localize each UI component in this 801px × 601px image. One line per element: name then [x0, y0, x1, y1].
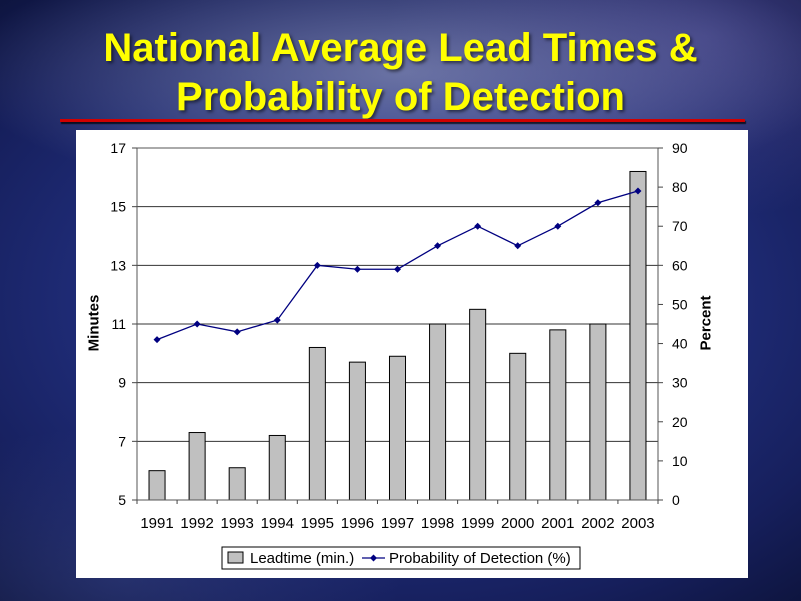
bar-leadtime-1998 — [429, 323, 447, 501]
x-tick-label: 1992 — [180, 515, 213, 532]
marker-probability-1992 — [193, 320, 201, 328]
marker-probability-1998 — [434, 242, 442, 250]
bar-series-leadtime — [148, 170, 647, 501]
y-tick-label-left: 15 — [110, 199, 126, 215]
marker-probability-1999 — [474, 222, 482, 230]
y-tick-label-right: 10 — [672, 453, 688, 469]
y-tick-label-left: 9 — [118, 375, 126, 391]
x-tick-label: 1993 — [221, 515, 254, 532]
x-tick-label: 1996 — [341, 515, 374, 532]
marker-probability-1991 — [153, 336, 161, 344]
y-tick-label-right: 40 — [672, 336, 688, 352]
marker-probability-2003 — [634, 187, 642, 195]
x-tick-label: 1994 — [261, 515, 294, 532]
axes: 5 7 9 11 13 15 17 0 10 20 30 40 50 60 70 80 90 1991 1992 19… — [110, 140, 687, 532]
bar-leadtime-1999 — [469, 308, 487, 501]
y-tick-label-right: 70 — [672, 218, 688, 234]
y-tick-label-right: 50 — [672, 296, 688, 312]
bar-leadtime-1996 — [348, 361, 366, 501]
bar-leadtime-2001 — [549, 329, 567, 501]
y-tick-label-left: 11 — [111, 316, 126, 332]
marker-probability-1993 — [233, 328, 241, 336]
marker-probability-1996 — [353, 265, 361, 273]
bar-leadtime-1991 — [148, 470, 166, 501]
x-tick-label: 1995 — [301, 515, 334, 532]
x-tick-label: 1997 — [381, 515, 414, 532]
legend-label-leadtime: Leadtime (min.) — [250, 550, 354, 567]
bar-leadtime-2002 — [589, 323, 607, 501]
y-tick-label-right: 90 — [672, 140, 688, 156]
bar-leadtime-2000 — [509, 352, 527, 501]
bar-leadtime-1994 — [268, 434, 286, 501]
marker-probability-1994 — [273, 316, 281, 324]
y-tick-label-left: 17 — [110, 140, 126, 156]
x-tick-label: 2000 — [501, 515, 534, 532]
y-tick-label-right: 30 — [672, 375, 688, 391]
marker-probability-2001 — [554, 222, 562, 230]
y-tick-label-left: 5 — [118, 492, 126, 508]
line-series-probability — [153, 187, 642, 344]
x-tick-label: 1999 — [461, 515, 494, 532]
x-tick-label: 2002 — [581, 515, 614, 532]
x-tick-label: 1998 — [421, 515, 454, 532]
y-tick-label-left: 13 — [110, 257, 126, 273]
y-tick-label-right: 80 — [672, 179, 688, 195]
y-tick-label-left: 7 — [118, 433, 126, 449]
legend-label-probability: Probability of Detection (%) — [389, 550, 571, 567]
legend-box — [221, 546, 581, 570]
bar-leadtime-2003 — [629, 170, 647, 501]
y-tick-label-right: 20 — [672, 414, 688, 430]
bar-leadtime-1995 — [308, 346, 326, 501]
marker-probability-1995 — [313, 261, 321, 269]
y-tick-label-right: 60 — [672, 257, 688, 273]
combo-chart: 5 7 9 11 13 15 17 0 10 20 30 40 50 60 70 80 90 1991 1992 19… — [86, 140, 715, 570]
y-tick-label-right: 0 — [672, 492, 680, 508]
chart-panel: 5 7 9 11 13 15 17 0 10 20 30 40 50 60 70 80 90 1991 1992 19… — [76, 130, 748, 578]
legend-swatch-leadtime — [227, 551, 244, 564]
x-tick-label: 2001 — [541, 515, 574, 532]
y-axis-title-right: Percent — [698, 295, 715, 350]
y-axis-title-left: Minutes — [86, 295, 103, 352]
marker-probability-1997 — [394, 265, 401, 273]
bar-leadtime-1992 — [188, 432, 206, 501]
x-tick-label: 1991 — [140, 515, 173, 532]
marker-probability-2002 — [594, 199, 602, 207]
legend-swatch-probability-marker — [370, 554, 377, 562]
bar-leadtime-1993 — [228, 467, 246, 501]
title-underline — [60, 119, 745, 122]
marker-probability-2000 — [514, 242, 522, 250]
legend: Leadtime (min.) Probability of Detection… — [221, 546, 581, 570]
x-tick-label: 2003 — [621, 515, 654, 532]
bar-leadtime-1997 — [388, 355, 407, 501]
slide-title: National Average Lead Times & Probabilit… — [103, 26, 698, 119]
